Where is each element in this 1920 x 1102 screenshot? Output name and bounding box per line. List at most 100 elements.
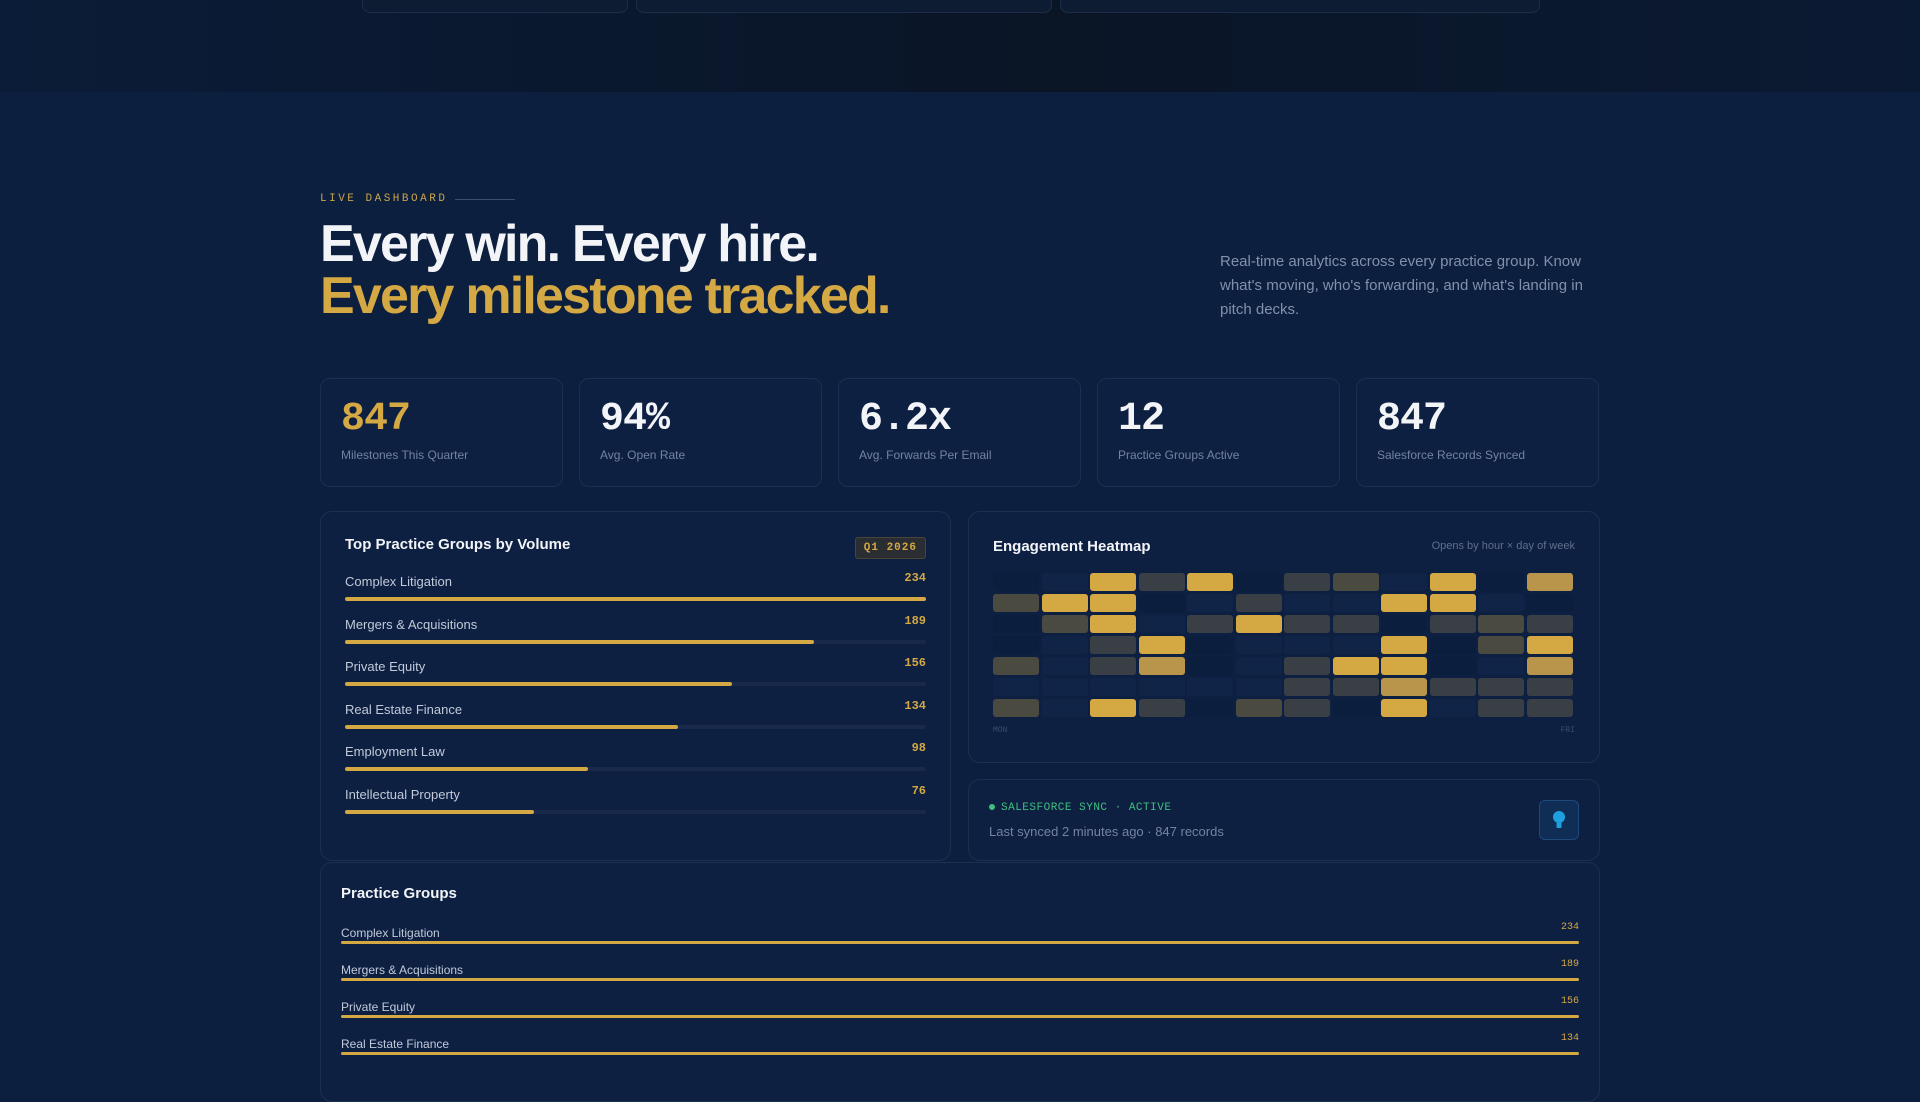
heatmap-cell[interactable] bbox=[1235, 657, 1282, 675]
period-badge[interactable]: Q1 2026 bbox=[854, 537, 926, 559]
heatmap-cell[interactable] bbox=[1090, 699, 1136, 717]
heatmap-cell[interactable] bbox=[1478, 699, 1524, 717]
heatmap-cell[interactable] bbox=[1187, 594, 1233, 612]
heatmap-cell[interactable] bbox=[1235, 678, 1282, 696]
heatmap-cell[interactable] bbox=[1381, 615, 1427, 633]
heatmap-cell[interactable] bbox=[1284, 657, 1330, 675]
heatmap-cell[interactable] bbox=[993, 594, 1039, 612]
heatmap-cell[interactable] bbox=[1478, 594, 1524, 612]
heatmap-cell[interactable] bbox=[1381, 636, 1427, 654]
group-name: Real Estate Finance bbox=[341, 1037, 450, 1051]
headline-line-1: Every win. Every hire. bbox=[320, 215, 820, 273]
heatmap-cell[interactable] bbox=[1526, 615, 1573, 633]
heatmap-cell[interactable] bbox=[1187, 699, 1233, 717]
heatmap-cell[interactable] bbox=[1429, 573, 1476, 591]
heatmap-cell[interactable] bbox=[1090, 636, 1136, 654]
heatmap-cell[interactable] bbox=[1332, 594, 1379, 612]
heatmap-cell[interactable] bbox=[1235, 594, 1282, 612]
heatmap-cell[interactable] bbox=[1478, 657, 1524, 675]
heatmap-cell[interactable] bbox=[1284, 573, 1330, 591]
bar-track bbox=[345, 724, 926, 729]
heatmap-cell[interactable] bbox=[1138, 573, 1185, 591]
heatmap-cell[interactable] bbox=[1187, 636, 1233, 654]
heatmap-cell[interactable] bbox=[1526, 678, 1573, 696]
heatmap-cell[interactable] bbox=[1041, 657, 1088, 675]
bar-fill bbox=[345, 809, 534, 814]
heatmap-cell[interactable] bbox=[1138, 594, 1185, 612]
heatmap-cell[interactable] bbox=[1381, 573, 1427, 591]
heatmap-cell[interactable] bbox=[1090, 573, 1136, 591]
heatmap-cell[interactable] bbox=[1429, 636, 1476, 654]
heatmap-cell[interactable] bbox=[993, 573, 1039, 591]
heatmap-cell[interactable] bbox=[993, 657, 1039, 675]
heatmap-cell[interactable] bbox=[1526, 573, 1573, 591]
heatmap-cell[interactable] bbox=[1041, 573, 1088, 591]
group-name: Real Estate Finance bbox=[345, 701, 463, 717]
heatmap-cell[interactable] bbox=[1526, 636, 1573, 654]
heatmap-cell[interactable] bbox=[1187, 615, 1233, 633]
heatmap-cell[interactable] bbox=[1235, 573, 1282, 591]
heatmap-cell[interactable] bbox=[1235, 615, 1282, 633]
heatmap-cell[interactable] bbox=[1138, 657, 1185, 675]
heatmap-cell[interactable] bbox=[1284, 699, 1330, 717]
heatmap-cell[interactable] bbox=[1041, 678, 1088, 696]
heatmap-cell[interactable] bbox=[1041, 594, 1088, 612]
heatmap-cell[interactable] bbox=[1332, 699, 1379, 717]
heatmap-cell[interactable] bbox=[1187, 657, 1233, 675]
heatmap-cell[interactable] bbox=[1478, 678, 1524, 696]
heatmap-cell[interactable] bbox=[1090, 594, 1136, 612]
heatmap-cell[interactable] bbox=[1429, 615, 1476, 633]
heatmap-cell[interactable] bbox=[1332, 657, 1379, 675]
heatmap-cell[interactable] bbox=[993, 678, 1039, 696]
heatmap-cell[interactable] bbox=[1429, 594, 1476, 612]
heatmap-cell[interactable] bbox=[1284, 615, 1330, 633]
heatmap-cell[interactable] bbox=[1090, 615, 1136, 633]
heatmap-cell[interactable] bbox=[1526, 699, 1573, 717]
heatmap-cell[interactable] bbox=[1332, 636, 1379, 654]
heatmap-cell[interactable] bbox=[1526, 594, 1573, 612]
heatmap-cell[interactable] bbox=[1429, 657, 1476, 675]
heatmap-cell[interactable] bbox=[1526, 657, 1573, 675]
heatmap-cell[interactable] bbox=[1090, 657, 1136, 675]
heatmap-cell[interactable] bbox=[1381, 699, 1427, 717]
panel-title: Practice Groups bbox=[341, 885, 457, 902]
heatmap-cell[interactable] bbox=[1284, 594, 1330, 612]
heatmap-cell[interactable] bbox=[1235, 636, 1282, 654]
heatmap-cell[interactable] bbox=[993, 636, 1039, 654]
panel-title: Engagement Heatmap bbox=[993, 538, 1151, 555]
group-name: Intellectual Property bbox=[345, 786, 460, 802]
heatmap-cell[interactable] bbox=[1381, 657, 1427, 675]
heatmap-cell[interactable] bbox=[1381, 678, 1427, 696]
heatmap-cell[interactable] bbox=[1478, 615, 1524, 633]
heatmap-cell[interactable] bbox=[1332, 573, 1379, 591]
heatmap-cell[interactable] bbox=[1090, 678, 1136, 696]
heatmap-cell[interactable] bbox=[993, 699, 1039, 717]
heatmap-cell[interactable] bbox=[1332, 615, 1379, 633]
page-title: Every win. Every hire. Every milestone t… bbox=[320, 215, 891, 322]
group-name: Employment Law bbox=[345, 744, 445, 759]
divider bbox=[455, 198, 516, 200]
heatmap-cell[interactable] bbox=[1381, 594, 1427, 612]
heatmap-cell[interactable] bbox=[993, 615, 1039, 633]
heatmap-cell[interactable] bbox=[1041, 699, 1088, 717]
group-count: 76 bbox=[911, 783, 926, 798]
heatmap-cell[interactable] bbox=[1478, 636, 1524, 654]
bar-track bbox=[345, 597, 926, 601]
heatmap-cell[interactable] bbox=[1235, 699, 1282, 717]
heatmap-cell[interactable] bbox=[1138, 636, 1185, 654]
heatmap-cell[interactable] bbox=[1041, 615, 1088, 633]
heatmap-cell[interactable] bbox=[1041, 636, 1088, 654]
heatmap-cell[interactable] bbox=[1429, 699, 1476, 717]
heatmap-cell[interactable] bbox=[1187, 573, 1233, 591]
heatmap-cell[interactable] bbox=[1429, 678, 1476, 696]
heatmap-cell[interactable] bbox=[1187, 678, 1233, 696]
group-name: Mergers & Acquisitions bbox=[341, 963, 464, 977]
heatmap-cell[interactable] bbox=[1138, 699, 1185, 717]
salesforce-button[interactable] bbox=[1539, 800, 1579, 840]
heatmap-cell[interactable] bbox=[1478, 573, 1524, 591]
heatmap-cell[interactable] bbox=[1138, 615, 1185, 633]
heatmap-cell[interactable] bbox=[1138, 678, 1185, 696]
heatmap-cell[interactable] bbox=[1284, 636, 1330, 654]
heatmap-cell[interactable] bbox=[1332, 678, 1379, 696]
heatmap-cell[interactable] bbox=[1284, 678, 1330, 696]
